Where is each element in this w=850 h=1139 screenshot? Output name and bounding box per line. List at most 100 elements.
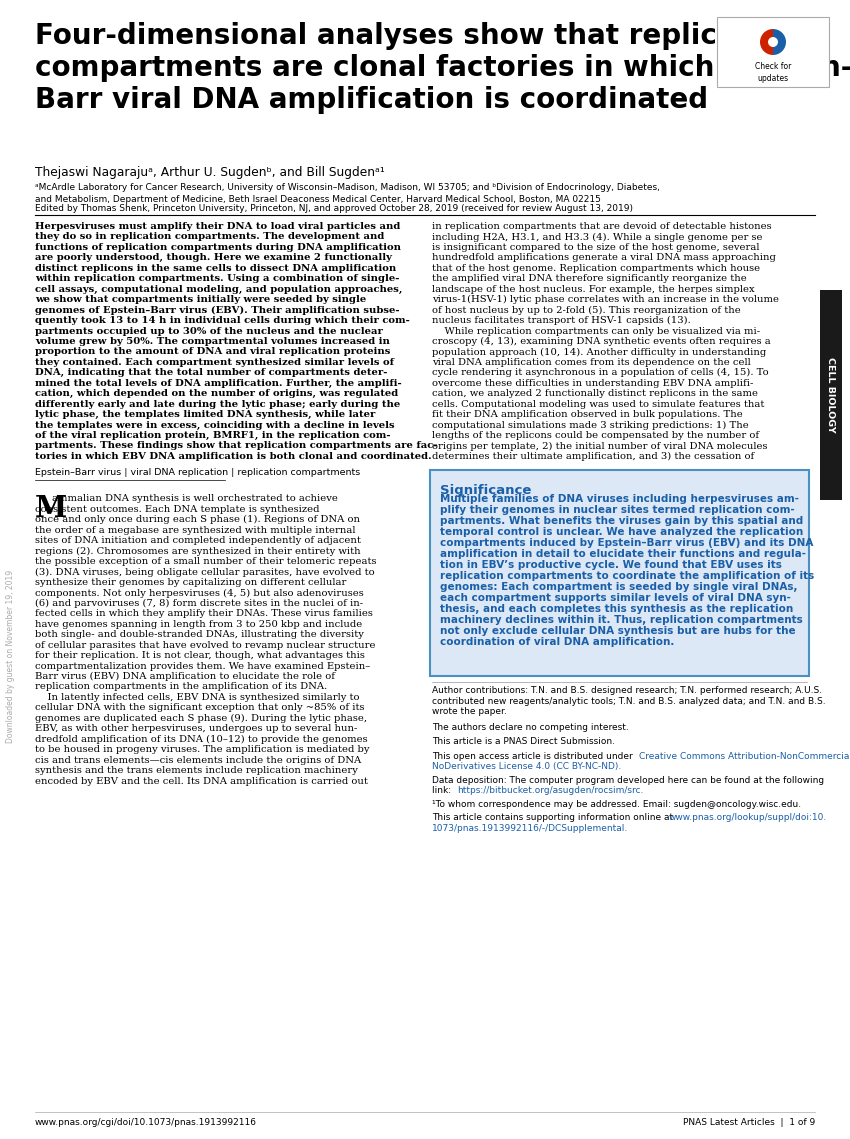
Text: dredfold amplification of its DNA (10–12) to provide the genomes: dredfold amplification of its DNA (10–12…	[35, 735, 367, 744]
Text: encoded by EBV and the cell. Its DNA amplification is carried out: encoded by EBV and the cell. Its DNA amp…	[35, 777, 368, 786]
Text: Significance: Significance	[440, 484, 531, 498]
Text: functions of replication compartments during DNA amplification: functions of replication compartments du…	[35, 243, 401, 252]
Text: Thejaswi Nagarajuᵃ, Arthur U. Sugdenᵇ, and Bill Sugdenᵃ¹: Thejaswi Nagarajuᵃ, Arthur U. Sugdenᵇ, a…	[35, 166, 385, 179]
Text: DNA, indicating that the total number of compartments deter-: DNA, indicating that the total number of…	[35, 368, 388, 377]
FancyBboxPatch shape	[820, 290, 842, 500]
Text: genomes: Each compartment is seeded by single viral DNAs,: genomes: Each compartment is seeded by s…	[440, 582, 797, 592]
Text: hundredfold amplifications generate a viral DNA mass approaching: hundredfold amplifications generate a vi…	[432, 253, 776, 262]
Text: Data deposition: The computer program developed here can be found at the followi: Data deposition: The computer program de…	[432, 776, 824, 785]
Text: (6) and parvoviruses (7, 8) form discrete sites in the nuclei of in-: (6) and parvoviruses (7, 8) form discret…	[35, 599, 363, 608]
Text: the possible exception of a small number of their telomeric repeats: the possible exception of a small number…	[35, 557, 377, 566]
Text: croscopy (4, 13), examining DNA synthetic events often requires a: croscopy (4, 13), examining DNA syntheti…	[432, 337, 771, 346]
Text: https://bitbucket.org/asugden/rocsim/src.: https://bitbucket.org/asugden/rocsim/src…	[457, 786, 643, 795]
Text: compartments induced by Epstein–Barr virus (EBV) and its DNA: compartments induced by Epstein–Barr vir…	[440, 539, 813, 548]
Text: volume grew by 50%. The compartmental volumes increased in: volume grew by 50%. The compartmental vo…	[35, 337, 390, 346]
Text: both single- and double-stranded DNAs, illustrating the diversity: both single- and double-stranded DNAs, i…	[35, 630, 364, 639]
Wedge shape	[773, 28, 786, 55]
Text: consistent outcomes. Each DNA template is synthesized: consistent outcomes. Each DNA template i…	[35, 505, 320, 514]
Text: The authors declare no competing interest.: The authors declare no competing interes…	[432, 723, 629, 732]
Text: we show that compartments initially were seeded by single: we show that compartments initially were…	[35, 295, 366, 304]
Text: nucleus facilitates transport of HSV-1 capsids (13).: nucleus facilitates transport of HSV-1 c…	[432, 316, 691, 325]
Text: the order of a megabase are synthesized with multiple internal: the order of a megabase are synthesized …	[35, 526, 355, 534]
Text: synthesis and the trans elements include replication machinery: synthesis and the trans elements include…	[35, 767, 358, 775]
Text: (3). DNA viruses, being obligate cellular parasites, have evolved to: (3). DNA viruses, being obligate cellula…	[35, 567, 375, 576]
Text: Multiple families of DNA viruses including herpesviruses am-: Multiple families of DNA viruses includi…	[440, 494, 799, 505]
Text: components. Not only herpesviruses (4, 5) but also adenoviruses: components. Not only herpesviruses (4, 5…	[35, 589, 364, 598]
Text: Downloaded by guest on November 19, 2019: Downloaded by guest on November 19, 2019	[7, 570, 15, 743]
FancyBboxPatch shape	[430, 470, 809, 677]
Text: tion in EBV’s productive cycle. We found that EBV uses its: tion in EBV’s productive cycle. We found…	[440, 560, 782, 571]
Text: including H2A, H3.1, and H3.3 (4). While a single genome per se: including H2A, H3.1, and H3.3 (4). While…	[432, 232, 762, 241]
Text: quently took 13 to 14 h in individual cells during which their com-: quently took 13 to 14 h in individual ce…	[35, 316, 410, 325]
Text: computational simulations made 3 striking predictions: 1) The: computational simulations made 3 strikin…	[432, 420, 749, 429]
Text: NoDerivatives License 4.0 (CC BY-NC-ND).: NoDerivatives License 4.0 (CC BY-NC-ND).	[432, 762, 621, 771]
Text: is insignificant compared to the size of the host genome, several: is insignificant compared to the size of…	[432, 243, 760, 252]
Text: genomes are duplicated each S phase (9). During the lytic phase,: genomes are duplicated each S phase (9).…	[35, 714, 367, 723]
Text: determines their ultimate amplification, and 3) the cessation of: determines their ultimate amplification,…	[432, 452, 754, 461]
Text: www.pnas.org/cgi/doi/10.1073/pnas.1913992116: www.pnas.org/cgi/doi/10.1073/pnas.191399…	[35, 1118, 257, 1126]
Text: cis and trans elements—cis elements include the origins of DNA: cis and trans elements—cis elements incl…	[35, 755, 361, 764]
Text: machinery declines within it. Thus, replication compartments: machinery declines within it. Thus, repl…	[440, 615, 802, 625]
Text: origins per template, 2) the initial number of viral DNA molecules: origins per template, 2) the initial num…	[432, 442, 768, 451]
Text: Herpesviruses must amplify their DNA to load viral particles and: Herpesviruses must amplify their DNA to …	[35, 222, 400, 231]
Text: that of the host genome. Replication compartments which house: that of the host genome. Replication com…	[432, 264, 760, 273]
Text: lengths of the replicons could be compensated by the number of: lengths of the replicons could be compen…	[432, 431, 759, 440]
Text: Four-dimensional analyses show that replication
compartments are clonal factorie: Four-dimensional analyses show that repl…	[35, 22, 850, 114]
Text: compartmentalization provides them. We have examined Epstein–: compartmentalization provides them. We h…	[35, 662, 371, 671]
Text: regions (2). Chromosomes are synthesized in their entirety with: regions (2). Chromosomes are synthesized…	[35, 547, 360, 556]
Text: amplification in detail to elucidate their functions and regula-: amplification in detail to elucidate the…	[440, 549, 806, 559]
Text: to be housed in progeny viruses. The amplification is mediated by: to be housed in progeny viruses. The amp…	[35, 745, 370, 754]
Text: temporal control is unclear. We have analyzed the replication: temporal control is unclear. We have ana…	[440, 527, 803, 538]
Text: overcome these difficulties in understanding EBV DNA amplifi-: overcome these difficulties in understan…	[432, 379, 753, 387]
Text: www.pnas.org/lookup/suppl/doi:10.: www.pnas.org/lookup/suppl/doi:10.	[669, 813, 827, 822]
Text: have genomes spanning in length from 3 to 250 kbp and include: have genomes spanning in length from 3 t…	[35, 620, 362, 629]
Text: lytic phase, the templates limited DNA synthesis, while later: lytic phase, the templates limited DNA s…	[35, 410, 376, 419]
Text: This article is a PNAS Direct Submission.: This article is a PNAS Direct Submission…	[432, 737, 615, 746]
Text: viral DNA amplification comes from its dependence on the cell: viral DNA amplification comes from its d…	[432, 358, 751, 367]
Text: CELL BIOLOGY: CELL BIOLOGY	[826, 358, 836, 433]
Wedge shape	[760, 28, 773, 55]
Text: fit their DNA amplification observed in bulk populations. The: fit their DNA amplification observed in …	[432, 410, 743, 419]
Text: mined the total levels of DNA amplification. Further, the amplifi-: mined the total levels of DNA amplificat…	[35, 379, 401, 387]
Text: are poorly understood, though. Here we examine 2 functionally: are poorly understood, though. Here we e…	[35, 253, 392, 262]
Text: This open access article is distributed under: This open access article is distributed …	[432, 752, 636, 761]
Text: While replication compartments can only be visualized via mi-: While replication compartments can only …	[432, 327, 760, 336]
Text: link:: link:	[432, 786, 454, 795]
Text: partments occupied up to 30% of the nucleus and the nuclear: partments occupied up to 30% of the nucl…	[35, 327, 383, 336]
Text: sites of DNA initiation and completed independently of adjacent: sites of DNA initiation and completed in…	[35, 536, 361, 546]
Text: Barr virus (EBV) DNA amplification to elucidate the role of: Barr virus (EBV) DNA amplification to el…	[35, 672, 335, 681]
Circle shape	[768, 36, 778, 47]
Text: Author contributions: T.N. and B.S. designed research; T.N. performed research; : Author contributions: T.N. and B.S. desi…	[432, 687, 822, 695]
Text: ¹To whom correspondence may be addressed. Email: sugden@oncology.wisc.edu.: ¹To whom correspondence may be addressed…	[432, 800, 801, 809]
Text: virus-1(HSV-1) lytic phase correlates with an increase in the volume: virus-1(HSV-1) lytic phase correlates wi…	[432, 295, 779, 304]
Text: fected cells in which they amplify their DNAs. These virus families: fected cells in which they amplify their…	[35, 609, 373, 618]
Text: cell assays, computational modeling, and population approaches,: cell assays, computational modeling, and…	[35, 285, 402, 294]
Text: replication compartments in the amplification of its DNA.: replication compartments in the amplific…	[35, 682, 327, 691]
Text: Epstein–Barr virus | viral DNA replication | replication compartments: Epstein–Barr virus | viral DNA replicati…	[35, 468, 360, 477]
Text: EBV, as with other herpesviruses, undergoes up to several hun-: EBV, as with other herpesviruses, underg…	[35, 724, 357, 734]
Text: partments. What benefits the viruses gain by this spatial and: partments. What benefits the viruses gai…	[440, 516, 803, 526]
Text: Edited by Thomas Shenk, Princeton University, Princeton, NJ, and approved Octobe: Edited by Thomas Shenk, Princeton Univer…	[35, 204, 633, 213]
FancyBboxPatch shape	[717, 17, 829, 87]
Text: genomes of Epstein–Barr virus (EBV). Their amplification subse-: genomes of Epstein–Barr virus (EBV). The…	[35, 305, 400, 314]
Text: wrote the paper.: wrote the paper.	[432, 707, 507, 716]
Text: each compartment supports similar levels of viral DNA syn-: each compartment supports similar levels…	[440, 593, 790, 604]
Text: Creative Commons Attribution-NonCommercial-: Creative Commons Attribution-NonCommerci…	[639, 752, 850, 761]
Text: the templates were in excess, coinciding with a decline in levels: the templates were in excess, coinciding…	[35, 420, 394, 429]
Text: PNAS Latest Articles  |  1 of 9: PNAS Latest Articles | 1 of 9	[683, 1118, 815, 1126]
Text: contributed new reagents/analytic tools; T.N. and B.S. analyzed data; and T.N. a: contributed new reagents/analytic tools;…	[432, 697, 825, 706]
Text: This article contains supporting information online at: This article contains supporting informa…	[432, 813, 676, 822]
Text: ᵃMcArdle Laboratory for Cancer Research, University of Wisconsin–Madison, Madiso: ᵃMcArdle Laboratory for Cancer Research,…	[35, 183, 660, 205]
Text: population approach (10, 14). Another difficulty in understanding: population approach (10, 14). Another di…	[432, 347, 766, 357]
Text: for their replication. It is not clear, though, what advantages this: for their replication. It is not clear, …	[35, 652, 365, 661]
Text: coordination of viral DNA amplification.: coordination of viral DNA amplification.	[440, 638, 674, 647]
Text: cation, which depended on the number of origins, was regulated: cation, which depended on the number of …	[35, 390, 399, 399]
Text: replication compartments to coordinate the amplification of its: replication compartments to coordinate t…	[440, 572, 814, 581]
Text: tories in which EBV DNA amplification is both clonal and coordinated.: tories in which EBV DNA amplification is…	[35, 452, 432, 461]
Text: ammalian DNA synthesis is well orchestrated to achieve: ammalian DNA synthesis is well orchestra…	[52, 494, 337, 503]
Text: in replication compartments that are devoid of detectable histones: in replication compartments that are dev…	[432, 222, 772, 231]
Text: cycle rendering it asynchronous in a population of cells (4, 15). To: cycle rendering it asynchronous in a pop…	[432, 368, 768, 377]
Text: thesis, and each completes this synthesis as the replication: thesis, and each completes this synthesi…	[440, 605, 793, 614]
Text: synthesize their genomes by capitalizing on different cellular: synthesize their genomes by capitalizing…	[35, 577, 347, 587]
Text: landscape of the host nucleus. For example, the herpes simplex: landscape of the host nucleus. For examp…	[432, 285, 755, 294]
